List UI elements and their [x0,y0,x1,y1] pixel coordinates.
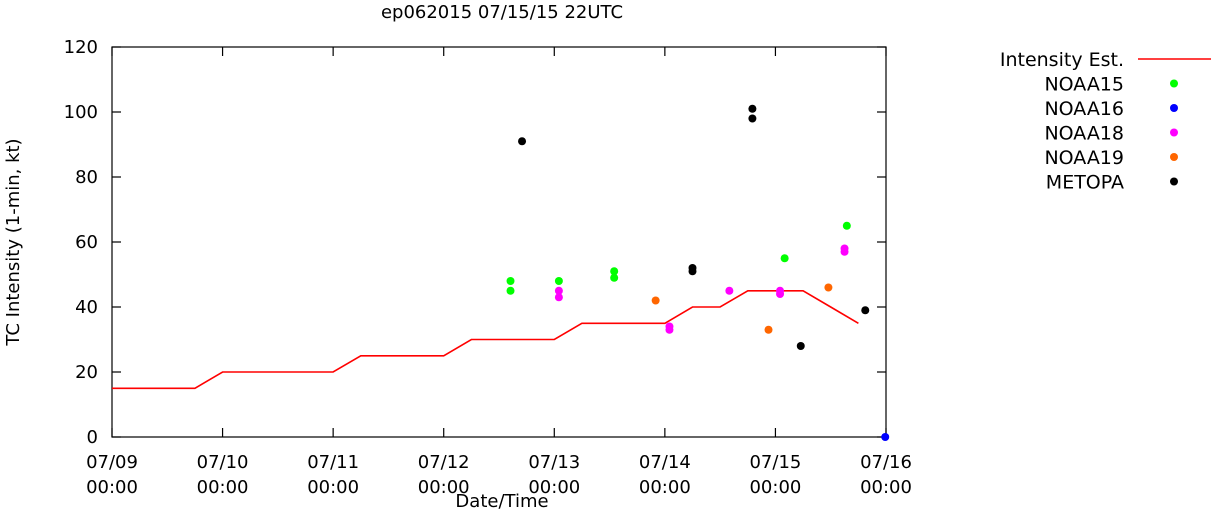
legend-label-noaa16: NOAA16 [1044,98,1124,120]
x-tick-label-date: 07/13 [528,452,580,473]
legend-label-noaa15: NOAA15 [1044,74,1124,96]
x-tick-label-time: 00:00 [418,477,470,498]
x-axis-label: Date/Time [455,491,548,509]
noaa19-point [824,283,833,292]
x-axis: 07/09 00:00 07/10 00:00 07/11 00:00 07/12 00:00… [86,47,912,498]
x-tick-label-date: 07/10 [197,452,249,473]
metopa-point [861,306,870,315]
y-axis: 0 20 40 60 80 100 120 [64,37,886,448]
noaa15-point [506,277,515,285]
x-tick-label-date: 07/16 [860,452,912,473]
noaa15-point [842,221,851,230]
x-tick-label-date: 07/15 [749,452,801,473]
x-tick-label-date: 07/14 [639,452,691,473]
x-tick-label-time: 00:00 [307,477,359,498]
metopa-point [518,137,527,146]
noaa15-point [780,254,789,263]
y-tick-label: 60 [75,232,98,253]
x-tick-label-date: 07/11 [307,452,359,473]
noaa15-point [506,286,515,295]
legend-swatch-noaa18 [1170,128,1178,137]
legend-label-noaa18: NOAA18 [1044,123,1124,145]
x-tick-label-date: 07/12 [418,452,470,473]
noaa19-point [764,325,773,334]
x-tick-label-time: 00:00 [197,477,249,498]
x-tick-label-time: 00:00 [639,477,691,498]
metopa-point [748,114,757,123]
legend-swatch-metopa [1170,177,1178,186]
legend-label-intensity-est: Intensity Est. [1000,49,1124,71]
noaa18-point [554,286,563,295]
legend-swatch-noaa15 [1170,79,1178,88]
noaa15-point [610,267,619,276]
metopa-point [688,267,697,276]
y-axis-label: TC Intensity (1-min, kt) [3,138,24,346]
noaa18-point [840,247,849,256]
noaa18-point [776,290,785,298]
x-tick-label-time: 00:00 [749,477,801,498]
intensity-est-line [112,289,859,390]
y-tick-label: 20 [75,362,98,383]
plot-frame [111,46,887,438]
noaa19-point [651,296,660,305]
x-tick-label-time: 00:00 [860,477,912,498]
x-tick-label-date: 07/09 [86,452,138,473]
metopa-point [796,342,805,350]
noaa15-point [610,273,619,282]
legend-label-noaa19: NOAA19 [1044,147,1124,169]
plot-area [112,104,890,441]
legend-swatch-noaa16 [1170,104,1178,112]
y-tick-label: 40 [75,297,98,318]
noaa18-point [554,293,563,302]
noaa16-point [881,433,890,441]
x-tick-label-time: 00:00 [528,477,580,498]
metopa-point [748,104,757,113]
noaa15-point [554,277,563,285]
legend-label-metopa: METOPA [1046,172,1124,194]
noaa18-point [725,286,734,295]
noaa18-point [665,325,674,334]
y-tick-label: 80 [75,167,98,188]
chart-title: ep062015 07/15/15 22UTC [381,2,623,23]
y-tick-label: 0 [87,427,98,448]
y-tick-label: 100 [64,102,98,123]
legend-swatch-noaa19 [1170,153,1178,161]
x-tick-label-time: 00:00 [86,477,138,498]
y-tick-label: 120 [64,37,98,58]
